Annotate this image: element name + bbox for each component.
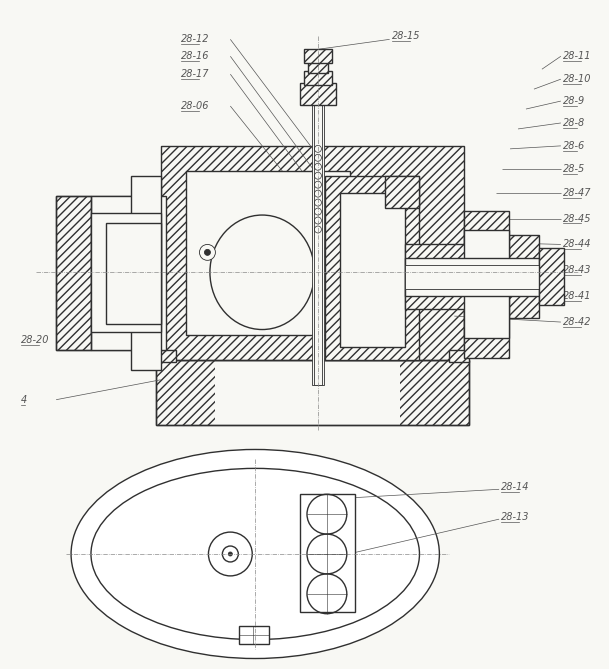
- Bar: [156, 360, 216, 425]
- Bar: [404, 244, 534, 309]
- Bar: [131, 176, 161, 370]
- Text: 28-06: 28-06: [180, 101, 209, 111]
- Circle shape: [205, 250, 211, 256]
- Text: 28-44: 28-44: [563, 240, 591, 250]
- Bar: [91, 213, 161, 332]
- Text: 28-14: 28-14: [501, 482, 530, 492]
- Text: 28-9: 28-9: [563, 96, 585, 106]
- Bar: [161, 146, 464, 360]
- Bar: [304, 50, 332, 64]
- Bar: [464, 211, 509, 358]
- Bar: [300, 83, 336, 105]
- Bar: [156, 350, 175, 362]
- Bar: [106, 223, 161, 324]
- Bar: [300, 494, 355, 611]
- Bar: [91, 195, 166, 350]
- Text: 28-41: 28-41: [563, 291, 591, 301]
- Text: 28-47: 28-47: [563, 187, 591, 197]
- Bar: [300, 83, 336, 105]
- Bar: [325, 176, 420, 360]
- Bar: [404, 244, 534, 309]
- Bar: [304, 71, 332, 85]
- Bar: [404, 266, 549, 289]
- Circle shape: [200, 244, 216, 260]
- Text: 28-11: 28-11: [563, 52, 591, 62]
- Circle shape: [228, 552, 232, 556]
- Ellipse shape: [71, 450, 439, 658]
- Text: 28-17: 28-17: [180, 69, 209, 79]
- Bar: [161, 146, 464, 360]
- Bar: [239, 626, 269, 644]
- Bar: [539, 248, 564, 305]
- Bar: [156, 360, 470, 425]
- Text: 28-8: 28-8: [563, 118, 585, 128]
- Bar: [325, 176, 420, 360]
- Text: 28-13: 28-13: [501, 512, 530, 522]
- Bar: [56, 195, 91, 350]
- Bar: [509, 235, 539, 318]
- Text: 4: 4: [21, 395, 27, 405]
- Text: 28-5: 28-5: [563, 164, 585, 174]
- Bar: [156, 350, 175, 362]
- Bar: [385, 176, 420, 207]
- Text: 28-16: 28-16: [180, 52, 209, 62]
- Text: 28-42: 28-42: [563, 317, 591, 327]
- Bar: [314, 101, 322, 385]
- Bar: [400, 360, 470, 425]
- Text: 28-15: 28-15: [392, 31, 420, 41]
- Ellipse shape: [210, 215, 314, 330]
- Bar: [56, 195, 161, 350]
- Text: 28-43: 28-43: [563, 266, 591, 276]
- Bar: [509, 235, 539, 318]
- Bar: [464, 231, 509, 338]
- Text: 28-45: 28-45: [563, 213, 591, 223]
- Bar: [539, 248, 564, 305]
- Bar: [308, 62, 328, 73]
- Bar: [385, 176, 420, 207]
- Bar: [449, 350, 470, 362]
- Bar: [56, 195, 91, 350]
- Bar: [304, 71, 332, 85]
- Bar: [404, 258, 539, 296]
- Text: 28-6: 28-6: [563, 141, 585, 151]
- Bar: [304, 50, 332, 64]
- Bar: [312, 101, 324, 385]
- Bar: [186, 171, 350, 335]
- Bar: [449, 350, 470, 362]
- Bar: [340, 193, 404, 347]
- Text: 28-12: 28-12: [180, 34, 209, 44]
- Text: 28-10: 28-10: [563, 74, 591, 84]
- Text: 28-20: 28-20: [21, 335, 50, 345]
- Bar: [464, 211, 509, 358]
- Bar: [308, 62, 328, 73]
